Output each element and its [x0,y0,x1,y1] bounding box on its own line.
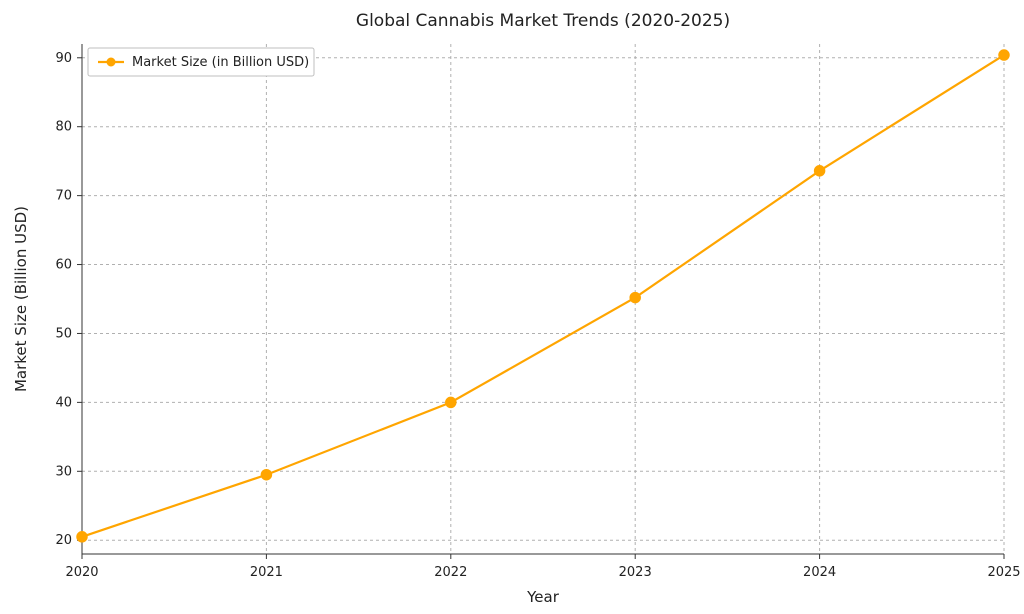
x-tick-label: 2024 [803,565,836,580]
x-tick-label: 2021 [250,565,283,580]
chart-title: Global Cannabis Market Trends (2020-2025… [356,11,730,31]
chart-container: 2020 2021 2022 2023 2024 2025 20 30 40 50 60 70 80 90… [0,0,1024,614]
x-tick-label: 2025 [987,565,1020,580]
data-marker [261,470,271,480]
x-axis-label: Year [526,588,560,606]
y-tick-label: 20 [55,533,72,548]
y-tick-label: 30 [55,464,72,479]
y-tick-label: 50 [55,326,72,341]
y-axis-label: Market Size (Billion USD) [12,206,30,392]
x-tick-label: 2020 [65,565,98,580]
x-tick-label: 2023 [619,565,652,580]
y-tick-label: 60 [55,258,72,273]
y-tick-label: 80 [55,120,72,135]
data-marker [630,293,640,303]
data-marker [77,532,87,542]
data-marker [446,397,456,407]
data-marker [999,50,1009,60]
y-tick-label: 40 [55,395,72,410]
y-tick-label: 70 [55,189,72,204]
line-chart-svg: 2020 2021 2022 2023 2024 2025 20 30 40 50 60 70 80 90… [0,0,1024,614]
legend-marker-icon [107,58,115,66]
data-marker [815,166,825,176]
y-tick-label: 90 [55,51,72,66]
legend-label: Market Size (in Billion USD) [132,55,309,70]
x-tick-label: 2022 [434,565,467,580]
